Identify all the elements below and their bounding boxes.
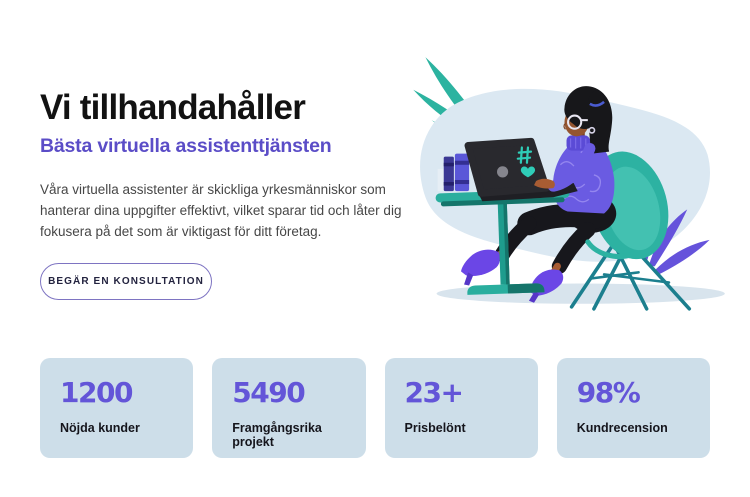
hero-section: Vi tillhandahåller Bästa virtuella assis… (40, 88, 450, 301)
stat-value: 1200 (60, 376, 133, 409)
stat-card-awards: 23+ Prisbelönt (384, 358, 538, 458)
glasses-icon (567, 114, 588, 130)
hero-description: Våra virtuella assistenter är skickliga … (40, 181, 402, 240)
stat-value: 5490 (232, 376, 305, 409)
arm-and-hand (534, 142, 596, 192)
page-title: Vi tillhandahåller (40, 88, 306, 127)
earring (588, 126, 596, 134)
stat-card-reviews: 98% Kundrecension (556, 358, 710, 458)
hero-illustration (413, 57, 725, 311)
stat-label: Prisbelönt (404, 421, 466, 435)
laptop-hash-sticker (516, 146, 533, 164)
stat-label: Framgångsrika projekt (232, 421, 322, 449)
pedestal-table (435, 188, 570, 295)
laptop-heart-sticker (520, 166, 536, 178)
woman-figure (460, 86, 636, 303)
stat-card-projects: 5490 Framgångsrika projekt (212, 358, 366, 458)
stat-card-customers: 1200 Nöjda kunder (40, 358, 194, 458)
stat-label: Kundrecension (576, 421, 668, 435)
stat-value: 98% (576, 376, 641, 409)
laptop-dot-sticker (497, 166, 509, 178)
stats-section: 1200 Nöjda kunder 5490 Framgångsrika pro… (40, 358, 710, 458)
page-subtitle: Bästa virtuella assistenttjänsten (40, 134, 332, 157)
stat-label: Nöjda kunder (60, 421, 140, 435)
request-consultation-button[interactable]: BEGÄR EN KONSULTATION (40, 263, 212, 301)
book-stack (437, 153, 470, 192)
stat-value: 23+ (404, 376, 464, 409)
